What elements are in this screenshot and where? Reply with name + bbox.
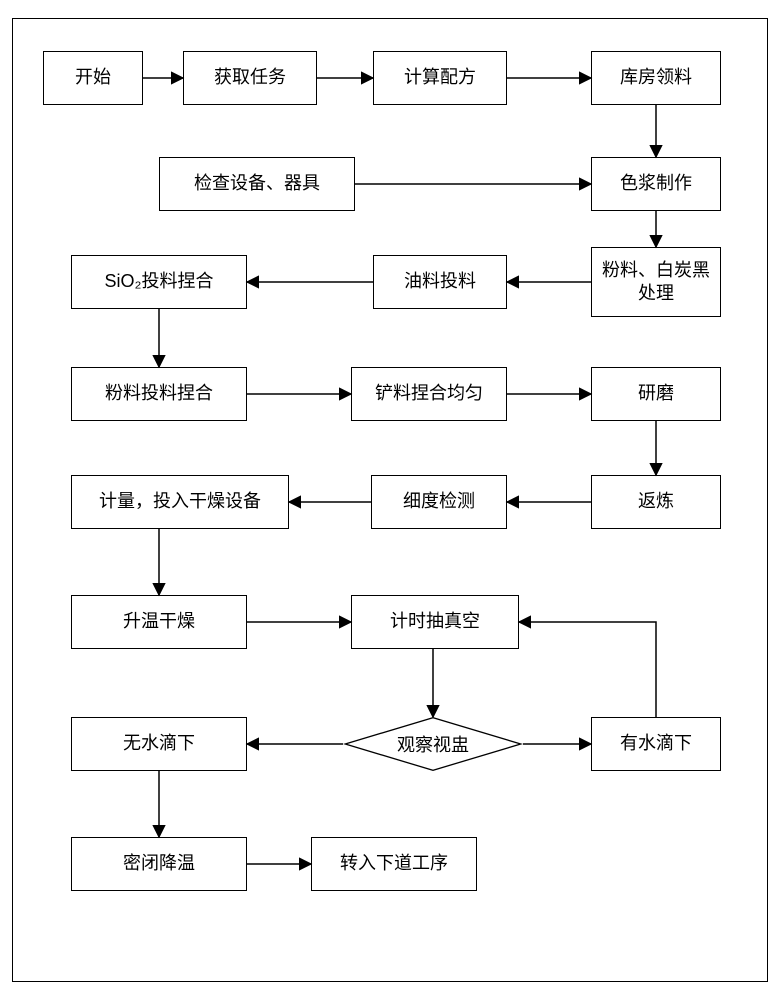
node-store: 库房领料 [591, 51, 721, 105]
node-fine: 细度检测 [371, 475, 507, 529]
node-shovel: 铲料捏合均匀 [351, 367, 507, 421]
node-cool: 密闭降温 [71, 837, 247, 891]
node-pfeed: 粉料投料捏合 [71, 367, 247, 421]
node-powder: 粉料、白炭黑处理 [591, 247, 721, 317]
diagram-frame: 开始 获取任务 计算配方 库房领料 检查设备、器具 色浆制作 粉料、白炭黑处理 … [12, 18, 768, 982]
node-calc: 计算配方 [373, 51, 507, 105]
node-oil: 油料投料 [373, 255, 507, 309]
node-refine: 返炼 [591, 475, 721, 529]
node-meas: 计量，投入干燥设备 [71, 475, 289, 529]
node-next: 转入下道工序 [311, 837, 477, 891]
node-wtr: 有水滴下 [591, 717, 721, 771]
node-start: 开始 [43, 51, 143, 105]
node-heat: 升温干燥 [71, 595, 247, 649]
node-task: 获取任务 [183, 51, 317, 105]
decision-observe [343, 717, 523, 771]
node-nowtr: 无水滴下 [71, 717, 247, 771]
node-vac: 计时抽真空 [351, 595, 519, 649]
node-sio2: SiO₂投料捏合 [71, 255, 247, 309]
node-check: 检查设备、器具 [159, 157, 355, 211]
node-grind: 研磨 [591, 367, 721, 421]
node-paste: 色浆制作 [591, 157, 721, 211]
